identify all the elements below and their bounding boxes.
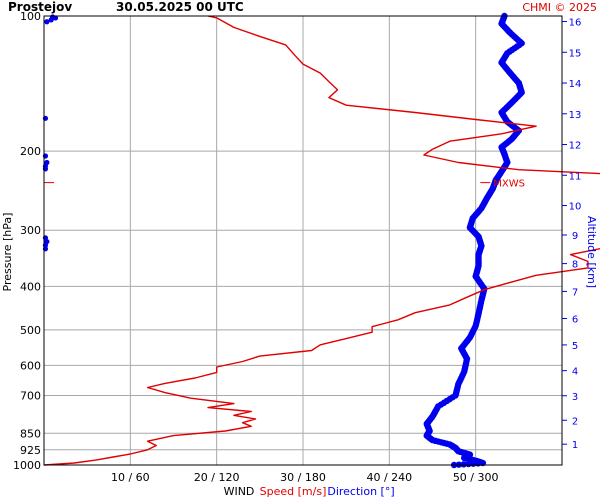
credit-text: CHMI © 2025 <box>522 1 597 14</box>
altitude-tick-label: 4 <box>572 367 578 378</box>
direction-point <box>50 14 56 20</box>
wind-tick-label: 20 / 120 <box>194 471 240 484</box>
altitude-tick-label: 9 <box>572 231 578 242</box>
pressure-tick-label: 200 <box>20 145 41 158</box>
altitude-tick-label: 5 <box>572 341 578 352</box>
wind-tick-label: 10 / 60 <box>111 471 150 484</box>
altitude-tick-label: 8 <box>572 260 578 271</box>
pressure-tick-labels: 100 200 300 400 500 600 700 850 925 1000 <box>13 10 41 472</box>
altitude-tick-label: 1 <box>572 440 578 451</box>
pressure-tick-label: 700 <box>20 389 41 402</box>
grid-lines <box>44 15 562 466</box>
speed-series-line <box>43 15 600 466</box>
pressure-tick-label: 300 <box>20 224 41 237</box>
mxws-label: MXWS <box>493 179 525 190</box>
wind-tick-labels: 10 / 60 20 / 120 30 / 180 40 / 240 50 / 300 <box>111 471 499 484</box>
x-label-speed: Speed [m/s] <box>260 485 327 498</box>
pressure-axis-label: Pressure [hPa] <box>1 213 14 292</box>
wind-tick-label: 50 / 300 <box>453 471 499 484</box>
pressure-tick-label: 925 <box>20 444 41 457</box>
altitude-tick-label: 6 <box>572 315 578 326</box>
altitude-tick-label: 13 <box>569 110 582 121</box>
pressure-tick-label: 400 <box>20 280 41 293</box>
altitude-tick-label: 2 <box>572 416 578 427</box>
pressure-tick-label: 600 <box>20 359 41 372</box>
altitude-tick-label: 10 <box>569 202 582 213</box>
direction-point <box>44 19 50 25</box>
wind-tick-label: 40 / 240 <box>366 471 412 484</box>
altitude-tick-label: 14 <box>569 79 582 90</box>
datetime-title: 30.05.2025 00 UTC <box>116 0 244 14</box>
pressure-tick-label: 1000 <box>13 459 41 472</box>
x-label-wind: WIND <box>224 485 255 498</box>
altitude-axis-label: Altitude [km] <box>585 216 598 288</box>
altitude-tick-label: 16 <box>569 18 582 29</box>
station-title: Prostejov <box>8 0 72 14</box>
pressure-tick-label: 100 <box>20 10 41 23</box>
altitude-tick-label: 3 <box>572 392 578 403</box>
altitude-tick-label: 7 <box>572 287 578 298</box>
direction-series <box>423 12 525 469</box>
altitude-tick-label: 12 <box>569 141 582 152</box>
wind-tick-label: 30 / 180 <box>280 471 326 484</box>
plot-frame <box>43 15 563 466</box>
direction-point <box>460 461 467 468</box>
x-label-direction: Direction [°] <box>327 485 394 498</box>
series-layer: MXWS <box>42 12 600 469</box>
pressure-tick-label: 850 <box>20 427 41 440</box>
altitude-tick-label: 15 <box>569 48 582 59</box>
direction-near-zero-series <box>42 14 59 252</box>
altitude-tick-label: 11 <box>569 171 582 182</box>
pressure-tick-label: 500 <box>20 324 41 337</box>
